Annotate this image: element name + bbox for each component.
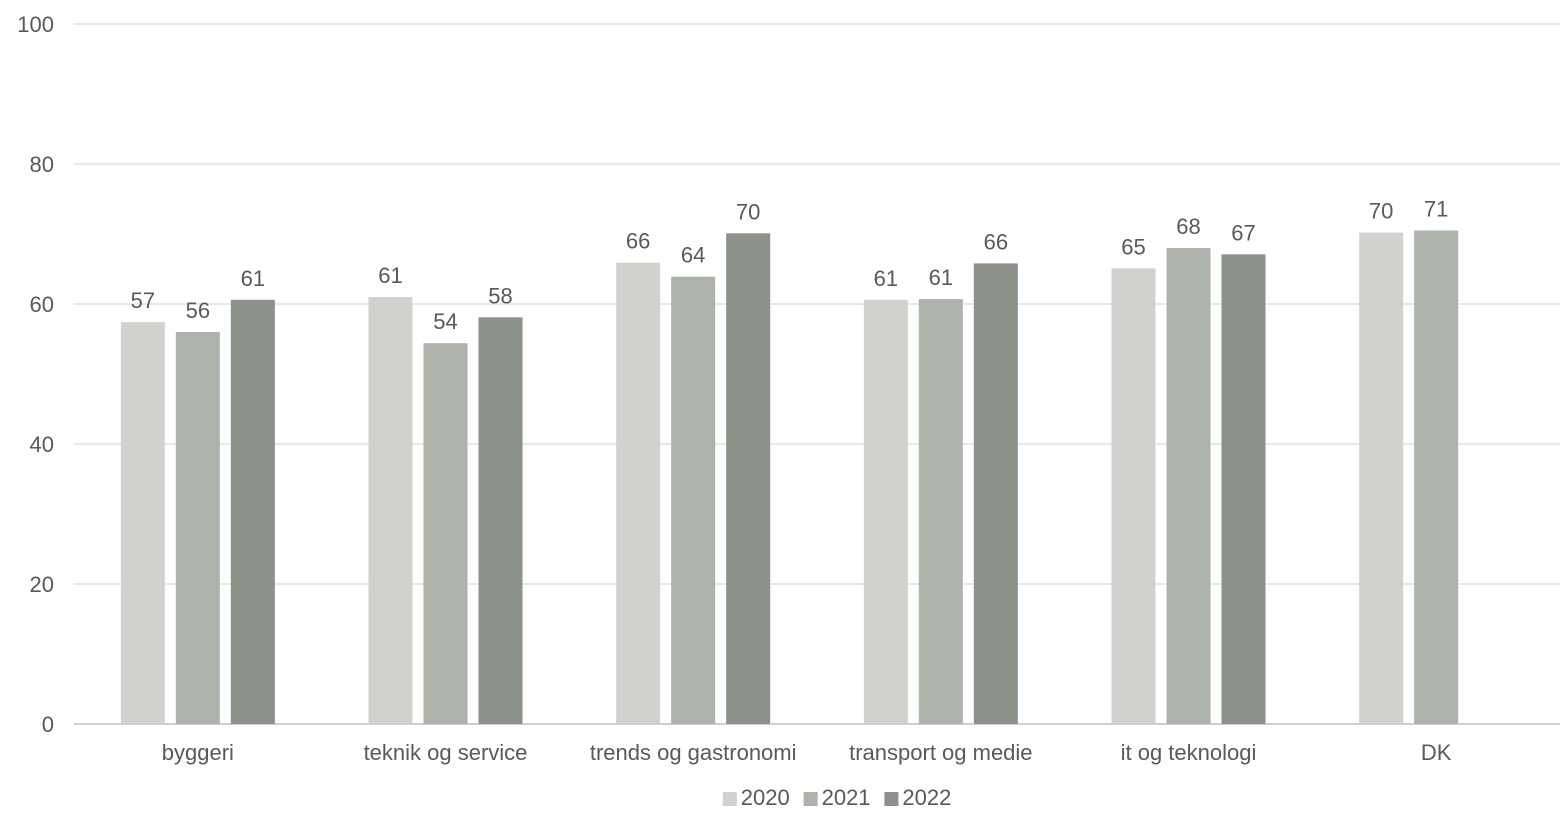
bar-2020-0 [120,322,165,724]
bar-2021-3 [918,299,963,724]
y-tick-label: 40 [30,432,54,457]
bar-2022-1 [478,317,523,724]
data-label: 54 [433,309,457,334]
data-label: 67 [1231,220,1255,245]
data-label: 61 [874,266,898,291]
x-axis-categories: byggeri teknik og service trends og gastro… [162,740,1452,765]
legend-swatch-2022 [884,792,899,806]
bars [120,230,1459,725]
y-tick-label: 60 [30,292,54,317]
bar-2022-2 [726,233,771,725]
data-label: 66 [626,229,650,254]
data-label: 70 [1369,199,1393,224]
data-labels: 57 56 61 61 54 58 66 64 70 61 61 66 65 68 67 70 71 [131,197,1449,335]
bar-2021-0 [175,332,220,724]
bar-2022-4 [1221,254,1266,725]
data-label: 64 [681,243,705,268]
legend-label: 2020 [741,785,790,810]
data-label: 65 [1121,234,1145,259]
bar-2020-2 [616,262,661,724]
x-category-label: DK [1421,740,1452,765]
x-category-label: transport og medie [849,740,1032,765]
x-category-label: trends og gastronomi [590,740,797,765]
x-category-label: byggeri [162,740,234,765]
legend-label: 2022 [902,785,951,810]
data-label: 61 [929,265,953,290]
gridlines [74,23,1560,725]
bar-2022-3 [973,263,1018,724]
legend-swatch-2020 [722,792,737,806]
bar-2020-1 [368,297,413,724]
bar-2020-5 [1359,232,1404,724]
data-label: 66 [984,229,1008,254]
data-label: 71 [1424,197,1448,222]
bar-2020-4 [1111,268,1156,724]
data-label: 61 [378,263,402,288]
y-tick-label: 100 [17,12,54,37]
legend: 2020 2021 2022 [722,785,951,810]
data-label: 58 [488,283,512,308]
y-tick-label: 20 [30,572,54,597]
x-category-label: teknik og service [364,740,528,765]
legend-label: 2021 [822,785,871,810]
data-label: 57 [131,288,155,313]
data-label: 68 [1176,214,1200,239]
bar-2020-3 [863,299,908,724]
x-category-label: it og teknologi [1121,740,1257,765]
bar-2021-2 [671,276,716,724]
y-tick-label: 0 [42,712,54,737]
legend-swatch-2021 [803,792,818,806]
bar-2021-4 [1166,248,1211,724]
data-label: 61 [241,266,265,291]
data-label: 70 [736,199,760,224]
y-axis-ticks: 0 20 40 60 80 100 [17,12,54,737]
bar-2022-0 [230,299,275,724]
bar-2021-5 [1414,230,1459,724]
y-tick-label: 80 [30,152,54,177]
bar-2021-1 [423,343,468,724]
data-label: 56 [186,298,210,323]
